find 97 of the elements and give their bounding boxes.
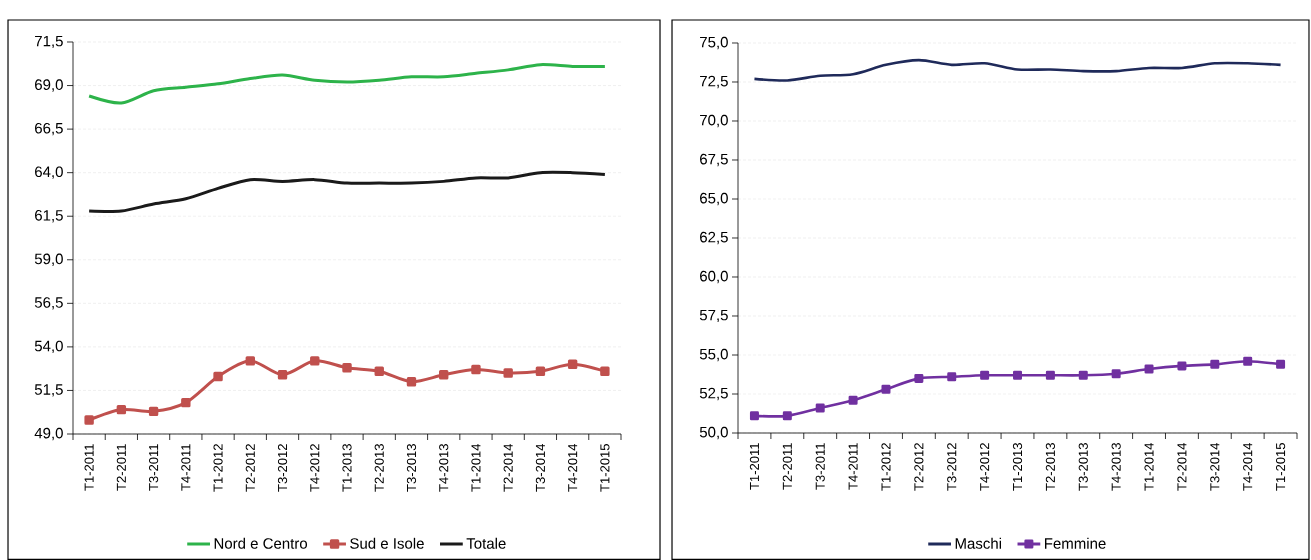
point — [503, 368, 513, 378]
point — [1078, 370, 1088, 380]
y-tick-label: 49,0 — [34, 427, 63, 441]
x-tick-label: T2-2013 — [1045, 443, 1055, 491]
y-tick-label: 72,5 — [700, 75, 728, 89]
x-tick-label: T3-2013 — [1078, 443, 1088, 491]
x-tick-label: T2-2011 — [116, 444, 126, 491]
point — [84, 415, 94, 425]
x-tick-label: T1-2014 — [471, 443, 481, 492]
legend-label: Femmine — [1045, 537, 1106, 549]
x-tick-label: T3-2013 — [406, 444, 417, 492]
y-tick-label: 64,0 — [35, 166, 63, 179]
x-tick-label: T2-2011 — [782, 443, 792, 490]
x-tick-label: T3-2011 — [148, 444, 159, 491]
x-tick-label: T2-2014 — [1177, 442, 1187, 491]
point — [848, 395, 858, 405]
point — [1210, 359, 1220, 369]
x-tick-label: T3-2012 — [277, 444, 288, 492]
x-tick-label: T3-2014 — [1210, 442, 1220, 491]
line-series — [87, 63, 607, 105]
x-tick-label: T2-2012 — [914, 443, 924, 491]
point — [148, 406, 159, 417]
point — [181, 397, 191, 408]
legend-label: Totale — [466, 537, 506, 549]
point — [1243, 356, 1253, 366]
x-tick-label: T2-2013 — [374, 444, 384, 492]
x-tick-label: T4-2011 — [181, 444, 191, 491]
x-tick-label: T4-2014 — [568, 443, 578, 492]
y-tick-label: 54,0 — [34, 340, 63, 354]
point — [1045, 370, 1055, 380]
point — [980, 370, 990, 380]
x-tick-label: T1-2011 — [84, 444, 94, 491]
y-tick-label: 65,0 — [700, 192, 728, 206]
y-tick-label: 62,5 — [700, 231, 728, 245]
x-tick-label: T1-2012 — [881, 443, 891, 491]
x-tick-label: T1-2015 — [600, 444, 610, 492]
point — [1276, 359, 1286, 369]
y-tick-label: 56,5 — [34, 297, 63, 310]
point — [471, 364, 481, 375]
point — [374, 366, 384, 376]
x-tick-label: T4-2013 — [439, 444, 449, 492]
x-tick-label: T4-2014 — [1243, 442, 1253, 491]
y-tick-label: 60,0 — [700, 270, 728, 284]
point — [881, 384, 891, 394]
y-tick-label: 70,0 — [700, 114, 728, 128]
y-tick-label: 69,0 — [35, 79, 63, 92]
point — [277, 370, 288, 380]
x-tick-label: T4-2012 — [310, 444, 320, 492]
y-tick-label: 51,5 — [34, 384, 63, 397]
point — [914, 373, 924, 383]
y-tick-label: 66,5 — [35, 122, 63, 136]
x-tick-label: T1-2011 — [749, 443, 760, 490]
y-tick-label: 55,0 — [699, 348, 728, 362]
point — [782, 411, 792, 421]
point — [535, 366, 546, 376]
point — [1111, 369, 1121, 379]
x-tick-label: T1-2014 — [1144, 442, 1154, 491]
point — [116, 404, 127, 415]
x-tick-label: T1-2013 — [342, 444, 352, 492]
legend-label: Sud e Isole — [350, 537, 424, 549]
point — [245, 356, 255, 366]
x-tick-label: T1-2013 — [1012, 443, 1023, 491]
legend-label: Nord e Centro — [214, 537, 308, 549]
y-tick-label: 57,5 — [699, 309, 728, 323]
point — [600, 366, 610, 376]
y-tick-label: 59,0 — [34, 253, 63, 266]
x-tick-label: T2-2012 — [245, 444, 255, 492]
y-tick-label: 50,0 — [699, 426, 728, 440]
point — [815, 403, 825, 413]
y-tick-label: 52,5 — [699, 387, 728, 401]
point — [1013, 370, 1023, 380]
point — [342, 363, 352, 373]
point — [947, 372, 957, 382]
y-tick-label: 67,5 — [700, 153, 728, 167]
y-tick-label: 61,5 — [35, 210, 63, 223]
x-tick-label: T3-2012 — [947, 443, 957, 491]
point — [213, 371, 223, 382]
x-tick-label: T4-2011 — [848, 443, 858, 490]
point — [567, 359, 578, 370]
x-tick-label: T1-2015 — [1275, 443, 1286, 491]
y-tick-label: 75,0 — [700, 36, 728, 50]
x-tick-label: T3-2014 — [535, 443, 546, 492]
x-tick-label: T4-2013 — [1111, 443, 1121, 491]
line-series — [87, 170, 607, 213]
x-tick-label: T1-2012 — [213, 444, 223, 492]
point — [439, 370, 449, 380]
legend-label: Maschi — [955, 537, 1001, 549]
y-tick-label: 71,5 — [35, 35, 63, 49]
x-tick-label: T2-2014 — [503, 443, 513, 492]
x-tick-label: T3-2011 — [815, 443, 825, 490]
point — [1177, 361, 1187, 371]
point — [310, 356, 320, 366]
x-tick-label: T4-2012 — [980, 443, 990, 491]
point — [1144, 364, 1154, 374]
point — [406, 377, 417, 387]
point — [749, 411, 759, 421]
line-series — [753, 58, 1282, 82]
